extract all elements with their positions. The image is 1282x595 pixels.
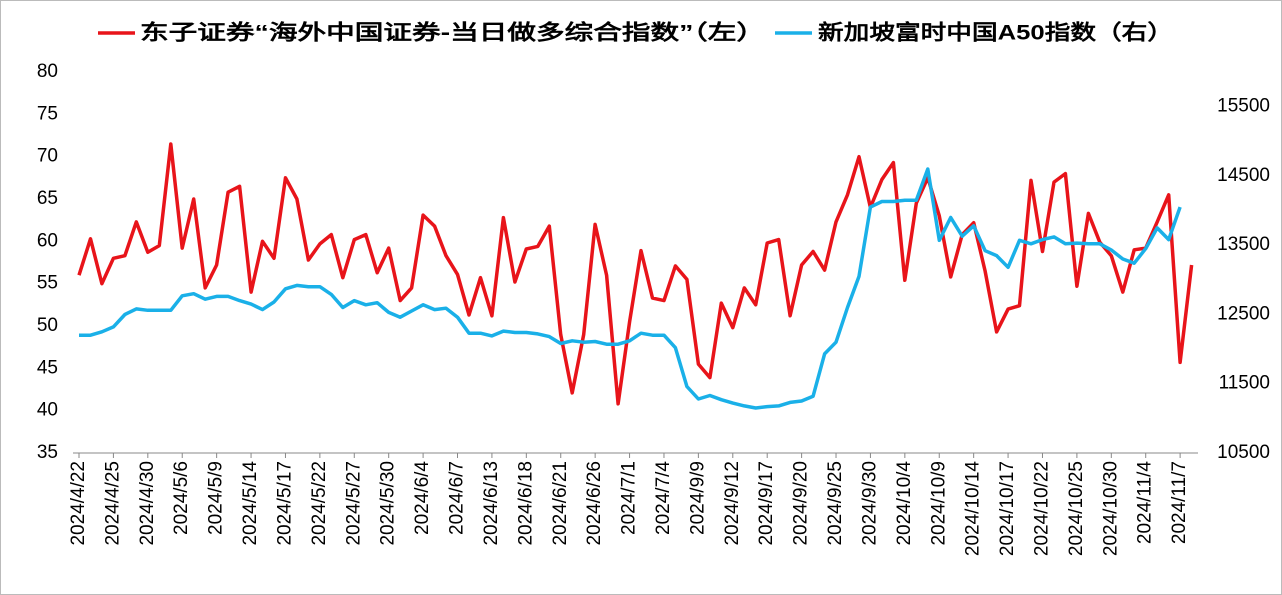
x-tick-label: 2024/10/30 — [1100, 461, 1121, 556]
x-tick-label: 2024/9/12 — [722, 461, 743, 546]
x-tick-label: 2024/10/17 — [997, 461, 1018, 556]
x-tick-label: 2024/4/25 — [102, 461, 123, 546]
x-tick-label: 2024/7/4 — [653, 461, 674, 535]
line-series — [79, 167, 1182, 410]
y-tick-label: 40 — [37, 400, 58, 421]
legend-label: 东子证券“海外中国证券-当日做多综合指数”（左） — [140, 21, 765, 45]
x-tick-label: 2024/5/17 — [274, 461, 295, 546]
x-tick-label: 2024/9/30 — [859, 461, 880, 546]
x-tick-label: 2024/7/1 — [619, 461, 640, 535]
x-tick-label: 2024/4/22 — [68, 461, 89, 546]
x-tick-label: 2024/10/25 — [1066, 461, 1087, 556]
x-tick-label: 2024/6/7 — [447, 461, 468, 535]
x-tick-label: 2024/6/18 — [515, 461, 536, 546]
y-tick-label: 65 — [37, 188, 58, 209]
x-tick-label: 2024/4/30 — [137, 461, 158, 546]
x-tick-label: 2024/5/6 — [171, 461, 192, 535]
y-tick-label: 55 — [37, 273, 58, 294]
y-tick-label: 75 — [37, 103, 58, 124]
legend-label: 新加坡富时中国A50指数（右） — [818, 21, 1173, 45]
y-tick-label: 60 — [37, 230, 58, 251]
x-tick-label: 2024/9/17 — [756, 461, 777, 546]
x-tick-label: 2024/6/4 — [412, 461, 433, 535]
x-tick-label: 2024/5/30 — [378, 461, 399, 546]
x-tick-label: 2024/6/26 — [584, 461, 605, 546]
y2-tick-label: 10500 — [1217, 442, 1270, 463]
y-tick-label: 50 — [37, 315, 58, 336]
y-tick-label: 80 — [37, 61, 58, 82]
x-tick-label: 2024/11/7 — [1169, 461, 1190, 544]
x-tick-label: 2024/11/4 — [1135, 461, 1156, 545]
y2-tick-label: 11500 — [1219, 373, 1270, 394]
x-tick-label: 2024/9/20 — [791, 461, 812, 546]
x-tick-label: 2024/10/14 — [963, 461, 984, 557]
x-tick-label: 2024/5/27 — [343, 461, 364, 546]
x-tick-label: 2024/5/9 — [206, 461, 227, 535]
line-series — [77, 142, 1194, 406]
x-tick-label: 2024/10/4 — [894, 461, 915, 546]
x-tick-label: 2024/6/13 — [481, 461, 502, 546]
y2-tick-label: 15500 — [1217, 96, 1270, 117]
y-tick-label: 35 — [37, 442, 58, 463]
y2-tick-label: 12500 — [1217, 303, 1270, 324]
x-tick-label: 2024/6/21 — [550, 461, 571, 546]
y-tick-label: 70 — [37, 146, 58, 167]
x-tick-label: 2024/10/9 — [928, 461, 949, 546]
x-tick-label: 2024/9/9 — [687, 461, 708, 535]
x-tick-label: 2024/10/22 — [1031, 461, 1052, 556]
x-tick-label: 2024/9/25 — [825, 461, 846, 546]
y2-tick-label: 14500 — [1217, 165, 1270, 186]
x-tick-label: 2024/5/22 — [309, 461, 330, 546]
y-tick-label: 45 — [37, 357, 58, 378]
y2-tick-label: 13500 — [1217, 234, 1270, 255]
x-tick-label: 2024/5/14 — [240, 461, 261, 546]
